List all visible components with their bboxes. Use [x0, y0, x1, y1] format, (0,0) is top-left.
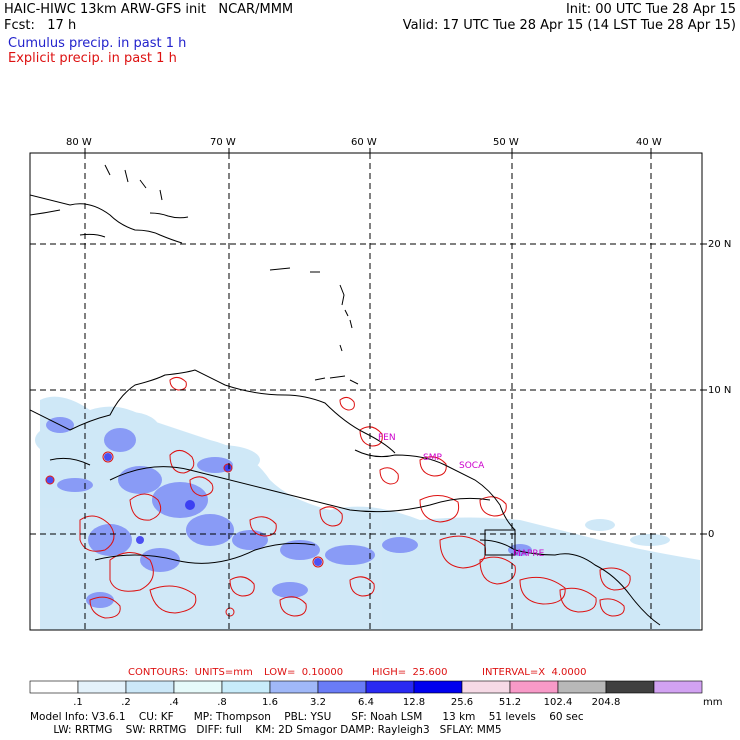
colorbar-swatch: [365, 680, 415, 694]
colorbar: [29, 680, 703, 694]
colorbar-swatch: [173, 680, 223, 694]
model-title: HAIC-HIWC 13km ARW-GFS init NCAR/MMM: [4, 2, 294, 17]
lon-label: 70 W: [210, 137, 236, 148]
contours-low: LOW= 0.10000: [264, 667, 344, 678]
colorbar-tick-label: 12.8: [403, 697, 425, 708]
colorbar-swatch: [509, 680, 559, 694]
cumulus-precip-medium: [46, 417, 532, 608]
cumulus-precip-label: Cumulus precip. in past 1 h: [8, 36, 187, 51]
lon-label: 60 W: [351, 137, 377, 148]
colorbar-tick-labels: .1 .2 .4 .8 1.6 3.2 6.4 12.8 25.6 51.2 102.4 204.8: [73, 697, 620, 708]
longitude-labels: 80 W 70 W 60 W 50 W 40 W: [66, 137, 662, 148]
station-label: SOCA: [459, 461, 485, 471]
colorbar-swatch: [221, 680, 271, 694]
colorbar-tick-label: 204.8: [592, 697, 621, 708]
model-info-line2: LW: RRTMG SW: RRTMG DIFF: full KM: 2D Sm…: [30, 724, 502, 736]
lat-label: 0: [708, 529, 714, 540]
coastlines: [30, 164, 661, 626]
colorbar-tick-label: 1.6: [262, 697, 278, 708]
init-time: Init: 00 UTC Tue 28 Apr 15: [565, 2, 736, 17]
colorbar-tick-label: 51.2: [499, 697, 521, 708]
colorbar-tick-label: 3.2: [310, 697, 326, 708]
colorbar-tick-label: 102.4: [544, 697, 573, 708]
lon-label: 40 W: [636, 137, 662, 148]
colorbar-swatch: [125, 680, 175, 694]
cumulus-precip-heavy: [46, 453, 322, 566]
graticule: [30, 153, 702, 630]
colorbar-swatch: [557, 680, 607, 694]
colorbar-swatch: [605, 680, 655, 694]
station-label: MAPRE: [513, 549, 545, 559]
lon-label: 50 W: [493, 137, 519, 148]
valid-time: Valid: 17 UTC Tue 28 Apr 15 (14 LST Tue …: [402, 18, 736, 33]
lat-label: 10 N: [708, 385, 731, 396]
latitude-labels: 20 N 10 N 0: [708, 239, 731, 540]
map-frame: [29, 152, 703, 631]
colorbar-tick-label: .8: [217, 697, 227, 708]
station-label: FEN: [378, 433, 396, 443]
colorbar-unit: mm: [703, 697, 722, 708]
map-panel: FEN SMP SOCA MAPRE: [30, 164, 700, 630]
colorbar-tick-label: 25.6: [451, 697, 473, 708]
forecast-hour: Fcst: 17 h: [4, 18, 77, 33]
lat-label: 20 N: [708, 239, 731, 250]
model-info-line1: Model Info: V3.6.1 CU: KF MP: Thompson P…: [30, 711, 584, 723]
colorbar-swatch: [29, 680, 79, 694]
frame-ticks: [84, 148, 707, 535]
contours-high: HIGH= 25.600: [372, 667, 448, 678]
colorbar-tick-label: .2: [121, 697, 131, 708]
colorbar-swatch: [77, 680, 127, 694]
colorbar-swatch: [653, 680, 703, 694]
colorbar-swatch: [461, 680, 511, 694]
colorbar-tick-label: .4: [169, 697, 179, 708]
colorbar-swatch: [413, 680, 463, 694]
station-labels: FEN SMP SOCA MAPRE: [378, 433, 545, 559]
colorbar-tick-label: .1: [73, 697, 83, 708]
colorbar-tick-label: 6.4: [358, 697, 374, 708]
explicit-precip-label: Explicit precip. in past 1 h: [8, 51, 177, 66]
colorbar-swatch: [317, 680, 367, 694]
contours-interval: INTERVAL=X 4.0000: [482, 667, 587, 678]
station-label: SMP: [423, 453, 442, 463]
lon-label: 80 W: [66, 137, 92, 148]
colorbar-swatch: [269, 680, 319, 694]
contours-units: CONTOURS: UNITS=mm: [128, 667, 253, 678]
